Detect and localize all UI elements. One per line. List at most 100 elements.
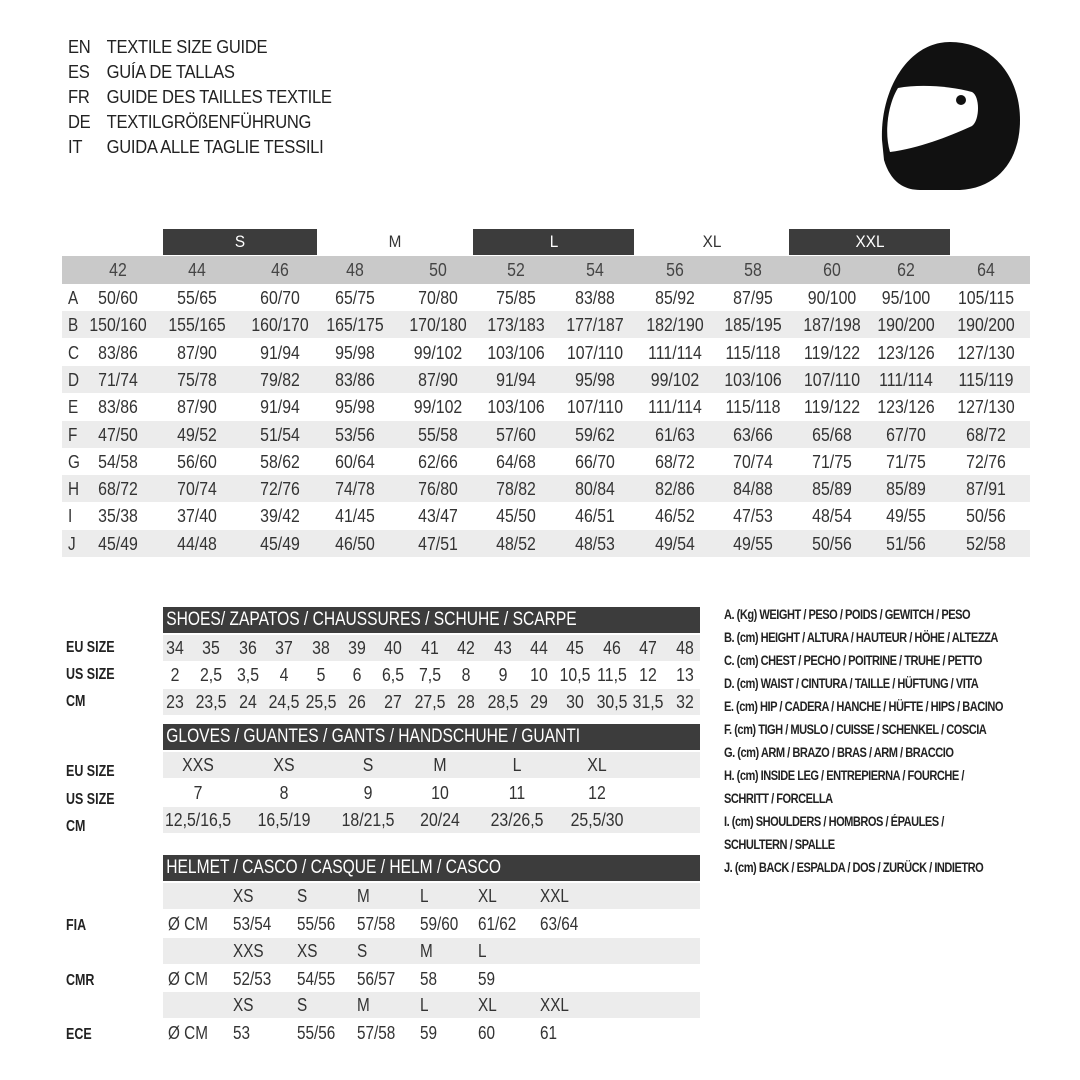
table-cell: 59 xyxy=(420,1023,438,1043)
size-number: 62 xyxy=(897,260,915,280)
helmet-size: XL xyxy=(478,995,497,1015)
row-stripe xyxy=(163,883,700,909)
legend-line: D. (cm) WAIST / CINTURA / TAILLE / HÜFTU… xyxy=(724,676,979,691)
size-group-band xyxy=(789,229,950,255)
size-number: 46 xyxy=(271,260,289,280)
legend-line: SCHULTERN / SPALLE xyxy=(724,837,835,852)
table-cell: 24,5 xyxy=(268,692,300,712)
table-cell: 9 xyxy=(498,665,508,685)
table-cell: 47/53 xyxy=(733,506,773,527)
table-cell: 95/100 xyxy=(881,288,931,308)
table-cell: 63/66 xyxy=(733,424,773,445)
table-cell: 28 xyxy=(457,692,476,712)
legend-line: C. (cm) CHEST / PECHO / POITRINE / TRUHE… xyxy=(724,653,982,668)
row-label: CM xyxy=(66,693,86,710)
table-cell: 61/62 xyxy=(478,914,517,934)
legend-line: H. (cm) INSIDE LEG / ENTREPIERNA / FOURC… xyxy=(724,768,964,783)
table-cell: 37/40 xyxy=(177,506,217,527)
table-cell: 30,5 xyxy=(596,692,628,712)
table-cell: 165/175 xyxy=(326,315,384,336)
table-cell: 85/89 xyxy=(886,479,926,500)
table-cell: 62/66 xyxy=(418,451,458,472)
standard-label: FIA xyxy=(66,917,87,934)
table-cell: 3,5 xyxy=(236,665,259,685)
table-cell: 83/86 xyxy=(98,342,138,363)
table-cell: XL xyxy=(587,755,607,775)
row-letter: G xyxy=(68,451,80,472)
table-cell: 44/48 xyxy=(177,533,217,554)
table-cell: 5 xyxy=(316,665,326,685)
table-cell: 107/110 xyxy=(803,369,861,390)
table-cell: 41/45 xyxy=(335,506,375,527)
helmet-header xyxy=(163,855,700,881)
table-cell: 43 xyxy=(493,638,512,658)
table-cell: 25,5/30 xyxy=(570,810,624,830)
gloves-title: GLOVES / GUANTES / GANTS / HANDSCHUHE / … xyxy=(166,726,581,747)
table-cell: 85/89 xyxy=(812,479,852,500)
table-cell: 51/56 xyxy=(886,533,926,554)
size-number-row xyxy=(62,256,1030,284)
table-cell: 50/56 xyxy=(812,533,852,554)
table-cell: 11 xyxy=(508,782,526,803)
table-cell: 23,5 xyxy=(195,692,227,712)
helmet-size: XXL xyxy=(540,995,569,1015)
table-cell: 160/170 xyxy=(251,315,309,336)
title-text: GUIDE DES TAILLES TEXTILE xyxy=(106,87,332,107)
table-cell: 111/114 xyxy=(648,342,702,363)
table-cell: 16,5/19 xyxy=(257,810,311,830)
table-cell: 82/86 xyxy=(655,479,695,500)
table-cell: 95/98 xyxy=(335,397,375,418)
helmet-size: XXS xyxy=(233,940,264,961)
table-cell: 76/80 xyxy=(418,479,458,500)
table-cell: 10,5 xyxy=(559,665,591,685)
table-cell: 23 xyxy=(166,692,184,712)
table-cell: 28,5 xyxy=(487,692,519,712)
table-cell: 80/84 xyxy=(575,479,615,500)
table-cell: 57/58 xyxy=(357,1023,396,1043)
table-cell: 8 xyxy=(279,782,289,803)
helmet-size: S xyxy=(297,995,308,1015)
table-cell: 91/94 xyxy=(496,369,536,390)
table-cell: 64/68 xyxy=(496,451,536,472)
table-cell: 2,5 xyxy=(200,665,223,685)
table-cell: 47 xyxy=(639,638,658,658)
table-cell: 65/75 xyxy=(335,288,375,308)
table-cell: 51/54 xyxy=(260,424,300,445)
table-cell: 99/102 xyxy=(650,369,700,390)
table-cell: 60/64 xyxy=(335,451,375,472)
table-cell: 103/106 xyxy=(724,369,782,390)
table-cell: 23/26,5 xyxy=(490,810,544,830)
row-stripe xyxy=(62,529,1030,557)
table-cell: 55/56 xyxy=(297,914,336,934)
table-cell: 123/126 xyxy=(877,397,935,418)
language-code: FR xyxy=(68,87,90,107)
table-cell: 42 xyxy=(457,638,476,658)
row-letter: D xyxy=(68,369,80,390)
table-cell: 29 xyxy=(530,692,548,712)
table-cell: 59 xyxy=(478,968,496,989)
table-cell: 103/106 xyxy=(487,397,545,418)
legend-line: A. (Kg) WEIGHT / PESO / POIDS / GEWITCH … xyxy=(724,607,971,622)
row-letter: A xyxy=(68,288,79,308)
row-stripe xyxy=(163,937,700,964)
table-cell: 52/58 xyxy=(966,533,1006,554)
table-cell: 6,5 xyxy=(382,665,405,685)
table-cell: 87/91 xyxy=(966,479,1006,500)
table-cell: 53 xyxy=(233,1023,251,1043)
helmet-size: L xyxy=(478,940,487,961)
table-cell: 182/190 xyxy=(646,315,704,336)
table-cell: 13 xyxy=(675,665,694,685)
table-cell: 2 xyxy=(170,665,180,685)
table-cell: 60/70 xyxy=(260,288,300,308)
helmet-title: HELMET / CASCO / CASQUE / HELM / CASCO xyxy=(166,857,502,878)
table-cell: 115/119 xyxy=(958,369,1014,390)
table-cell: 71/74 xyxy=(98,369,138,390)
table-cell: 50/60 xyxy=(98,288,138,308)
table-cell: 20/24 xyxy=(420,810,460,830)
table-cell: 12,5/16,5 xyxy=(164,810,232,830)
table-cell: 119/122 xyxy=(803,342,861,363)
table-cell: 59/60 xyxy=(420,914,459,934)
row-stripe xyxy=(62,365,1030,393)
helmet-size: XS xyxy=(233,995,254,1015)
table-cell: 87/90 xyxy=(177,397,217,418)
